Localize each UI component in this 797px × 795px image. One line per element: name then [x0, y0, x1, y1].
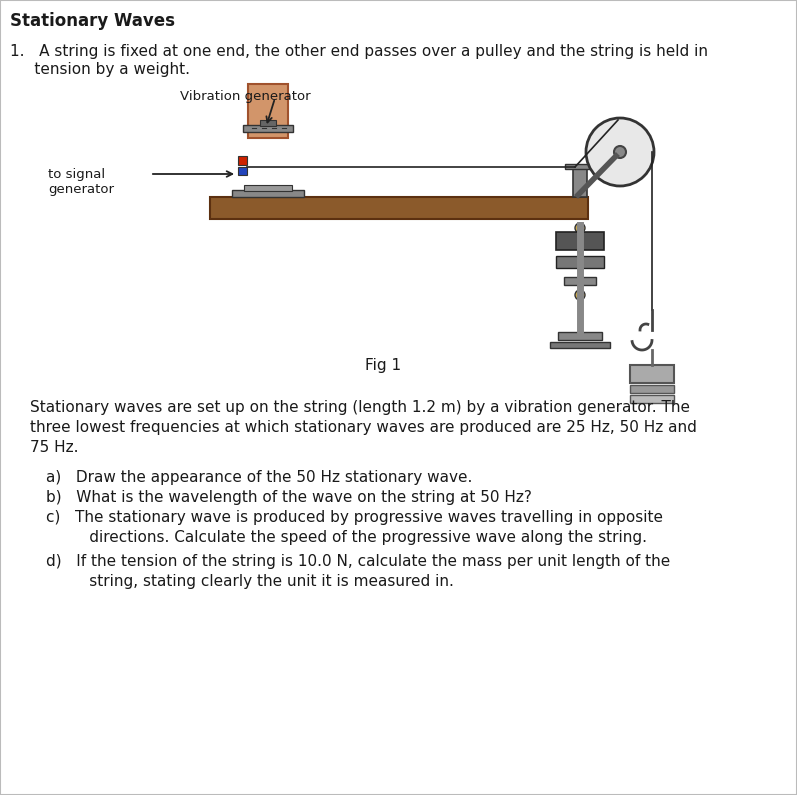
- Bar: [630, 395, 674, 403]
- Circle shape: [575, 290, 585, 300]
- Circle shape: [586, 118, 654, 186]
- Text: a)   Draw the appearance of the 50 Hz stationary wave.: a) Draw the appearance of the 50 Hz stat…: [46, 470, 473, 485]
- Bar: [556, 256, 604, 268]
- Bar: [260, 120, 276, 126]
- Circle shape: [614, 146, 626, 158]
- Bar: [232, 190, 304, 197]
- Bar: [550, 342, 610, 348]
- Text: generator: generator: [48, 183, 114, 196]
- Text: Stationary waves are set up on the string (length 1.2 m) by a vibration generato: Stationary waves are set up on the strin…: [30, 400, 690, 415]
- Bar: [558, 332, 602, 340]
- Text: d)   If the tension of the string is 10.0 N, calculate the mass per unit length : d) If the tension of the string is 10.0 …: [46, 554, 670, 569]
- Bar: [238, 156, 247, 165]
- Text: 75 Hz.: 75 Hz.: [30, 440, 78, 455]
- Text: string, stating clearly the unit it is measured in.: string, stating clearly the unit it is m…: [60, 574, 453, 589]
- Text: c)   The stationary wave is produced by progressive waves travelling in opposite: c) The stationary wave is produced by pr…: [46, 510, 663, 525]
- Text: Vibration generator: Vibration generator: [180, 90, 311, 103]
- Text: to signal: to signal: [48, 168, 105, 181]
- Text: three lowest frequencies at which stationary waves are produced are 25 Hz, 50 Hz: three lowest frequencies at which statio…: [30, 420, 697, 435]
- Bar: [630, 385, 674, 393]
- Bar: [243, 125, 293, 132]
- Bar: [244, 185, 292, 191]
- Bar: [573, 169, 587, 197]
- Text: tension by a weight.: tension by a weight.: [10, 62, 190, 77]
- Text: Stationary Waves: Stationary Waves: [10, 12, 175, 30]
- Text: directions. Calculate the speed of the progressive wave along the string.: directions. Calculate the speed of the p…: [60, 530, 647, 545]
- Text: Fig 1: Fig 1: [365, 358, 401, 373]
- Bar: [210, 197, 588, 219]
- Circle shape: [575, 223, 585, 233]
- Text: 1.   A string is fixed at one end, the other end passes over a pulley and the st: 1. A string is fixed at one end, the oth…: [10, 44, 708, 59]
- Bar: [565, 164, 595, 169]
- Bar: [556, 232, 604, 250]
- Bar: [564, 277, 596, 285]
- Text: b)   What is the wavelength of the wave on the string at 50 Hz?: b) What is the wavelength of the wave on…: [46, 490, 532, 505]
- Bar: [630, 365, 674, 383]
- Bar: [248, 84, 288, 138]
- Bar: [238, 167, 247, 175]
